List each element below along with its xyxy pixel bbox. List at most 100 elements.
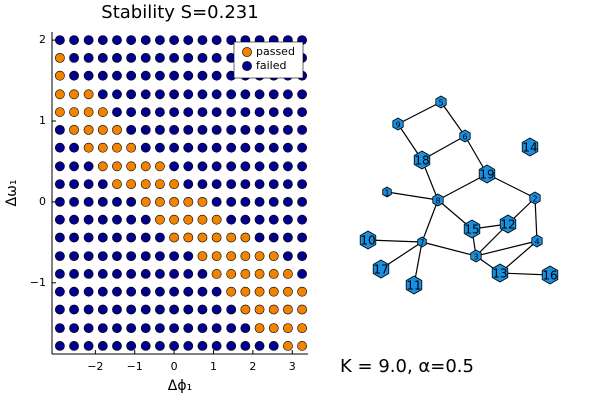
point <box>69 107 79 117</box>
point <box>126 124 137 135</box>
point <box>297 89 307 100</box>
point <box>197 232 208 243</box>
point <box>83 35 94 45</box>
point <box>211 323 222 334</box>
point <box>169 52 179 63</box>
point <box>54 341 65 351</box>
point <box>169 286 179 297</box>
point <box>126 304 137 315</box>
point <box>226 304 237 315</box>
point <box>169 214 179 225</box>
point <box>169 269 179 279</box>
point <box>112 124 122 135</box>
point <box>211 341 222 351</box>
point <box>140 232 151 243</box>
point <box>69 70 79 81</box>
point <box>140 251 151 262</box>
point <box>240 179 251 190</box>
point <box>183 161 194 172</box>
legend-label: passed <box>256 45 295 58</box>
point <box>112 35 122 45</box>
point <box>126 269 137 279</box>
point <box>169 124 179 135</box>
point <box>126 179 137 190</box>
point <box>254 142 265 153</box>
point <box>240 214 251 225</box>
node <box>435 95 447 109</box>
point <box>197 35 208 45</box>
point <box>54 52 65 63</box>
point <box>112 341 122 351</box>
point <box>155 179 165 190</box>
point <box>140 52 151 63</box>
point <box>140 70 151 81</box>
node <box>499 214 517 234</box>
point <box>183 52 194 63</box>
point <box>83 70 94 81</box>
node-label: 13 <box>492 267 507 281</box>
node-label: 12 <box>500 218 515 232</box>
point <box>97 161 108 172</box>
point <box>140 124 151 135</box>
point <box>169 161 179 172</box>
point <box>211 107 222 117</box>
point <box>197 52 208 63</box>
point <box>283 214 293 225</box>
point <box>97 179 108 190</box>
point <box>183 70 194 81</box>
point <box>211 251 222 262</box>
x-tick-label: 3 <box>289 360 296 373</box>
point <box>69 89 79 100</box>
point <box>226 35 237 45</box>
point <box>240 304 251 315</box>
point <box>83 142 94 153</box>
point <box>54 232 65 243</box>
point <box>211 179 222 190</box>
point <box>140 142 151 153</box>
y-axis-label: Δω₁ <box>4 180 20 207</box>
point <box>69 232 79 243</box>
point <box>140 214 151 225</box>
node <box>372 259 390 279</box>
point <box>254 341 265 351</box>
point <box>268 286 279 297</box>
point <box>54 107 65 117</box>
point <box>283 142 293 153</box>
point <box>126 70 137 81</box>
point <box>112 52 122 63</box>
point <box>197 196 208 207</box>
point <box>155 35 165 45</box>
point <box>197 214 208 225</box>
node <box>478 164 496 184</box>
x-tick-label: −2 <box>87 360 103 373</box>
point <box>283 124 293 135</box>
node <box>521 137 539 157</box>
point <box>112 232 122 243</box>
point <box>97 269 108 279</box>
point <box>69 269 79 279</box>
y-tick-label: 0 <box>39 195 46 208</box>
point <box>126 196 137 207</box>
point <box>297 179 307 190</box>
point <box>155 341 165 351</box>
point <box>297 232 307 243</box>
node <box>470 249 482 263</box>
point <box>226 251 237 262</box>
point <box>197 107 208 117</box>
point <box>283 251 293 262</box>
node-label: 2 <box>532 195 537 204</box>
point <box>283 341 293 351</box>
point <box>283 323 293 334</box>
point <box>112 179 122 190</box>
point <box>83 251 94 262</box>
point <box>97 304 108 315</box>
point <box>83 323 94 334</box>
legend-marker <box>242 61 252 71</box>
point <box>112 161 122 172</box>
point <box>240 89 251 100</box>
point <box>155 107 165 117</box>
point <box>254 286 265 297</box>
point <box>240 196 251 207</box>
node-label: 8 <box>435 197 440 206</box>
